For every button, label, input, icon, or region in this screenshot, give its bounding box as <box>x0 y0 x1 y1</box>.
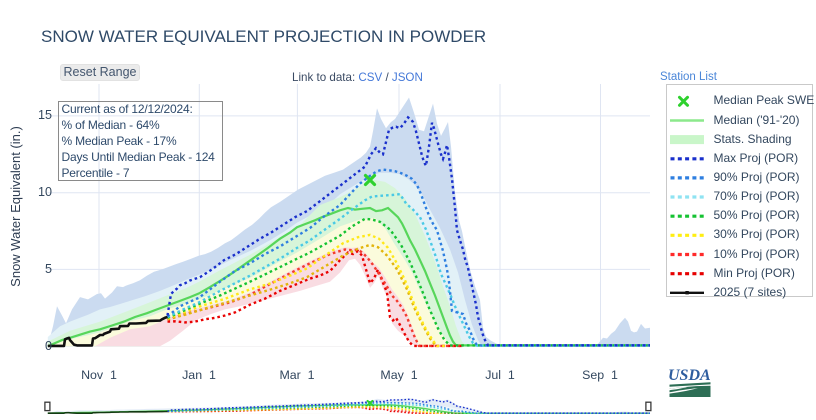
svg-text:USDA: USDA <box>668 367 711 384</box>
